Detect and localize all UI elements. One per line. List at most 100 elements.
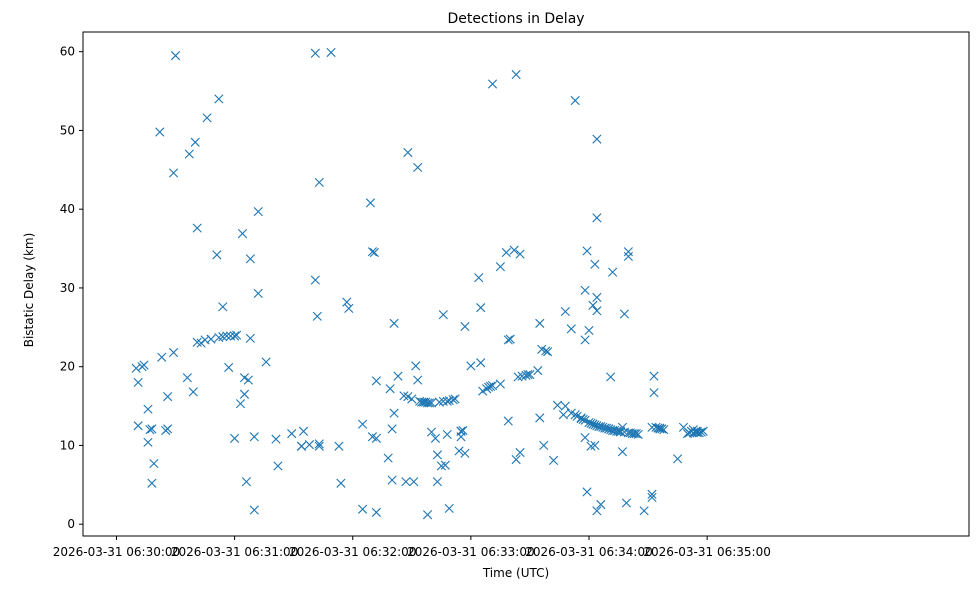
data-point-marker <box>541 346 551 356</box>
data-point-marker <box>432 477 442 487</box>
data-point-marker <box>515 447 525 458</box>
plot-border <box>82 31 970 537</box>
data-point-marker <box>371 433 381 443</box>
data-point-marker <box>241 477 252 487</box>
data-point-marker <box>434 397 444 407</box>
data-point-marker <box>413 162 423 173</box>
data-point-marker <box>190 137 200 147</box>
data-point-marker <box>558 410 568 420</box>
data-point-marker <box>649 371 659 381</box>
data-point-marker <box>442 429 452 440</box>
data-point-marker <box>511 455 521 465</box>
data-point-marker <box>621 498 632 508</box>
data-point-marker <box>145 425 155 435</box>
data-point-marker <box>560 401 570 411</box>
data-point-marker <box>426 398 437 408</box>
data-point-marker <box>495 379 505 389</box>
data-point-marker <box>239 389 250 399</box>
data-point-marker <box>170 51 181 61</box>
data-point-marker <box>653 423 663 433</box>
data-point-marker <box>218 302 228 312</box>
data-point-marker <box>505 334 515 344</box>
data-point-marker <box>515 249 525 259</box>
data-point-marker <box>633 429 643 440</box>
data-point-marker <box>600 423 610 433</box>
data-point-marker <box>411 361 421 371</box>
y-tick-label: 50 <box>60 123 75 137</box>
data-point-marker <box>487 79 498 89</box>
data-point-marker <box>409 477 419 487</box>
data-point-marker <box>543 347 553 357</box>
data-point-marker <box>458 425 468 436</box>
data-point-marker <box>590 440 600 451</box>
data-point-marker <box>619 309 630 319</box>
data-point-marker <box>273 461 283 471</box>
data-point-marker <box>578 414 588 425</box>
data-point-marker <box>133 377 143 388</box>
data-point-marker <box>357 504 368 514</box>
data-point-marker <box>440 460 450 470</box>
data-point-marker <box>312 311 322 321</box>
data-point-marker <box>314 177 324 188</box>
data-point-marker <box>407 394 417 404</box>
data-point-marker <box>296 441 307 451</box>
x-tick-label: 2026-03-31 06:32:00 <box>289 545 416 559</box>
data-point-marker <box>485 381 496 391</box>
x-tick-label: 2026-03-31 06:34:00 <box>525 545 652 559</box>
data-point-marker <box>426 427 437 437</box>
data-point-marker <box>580 285 590 295</box>
data-point-marker <box>606 425 616 435</box>
plot-frame <box>82 31 970 537</box>
data-point-marker <box>533 366 543 376</box>
data-point-marker <box>168 347 179 358</box>
data-point-marker <box>163 392 173 402</box>
data-point-marker <box>590 259 600 269</box>
y-tick-label: 40 <box>60 202 75 216</box>
data-point-marker <box>147 424 157 434</box>
y-axis-label: Bistatic Delay (km) <box>22 233 36 348</box>
data-point-marker <box>131 363 141 373</box>
data-point-marker <box>606 372 616 382</box>
data-point-marker <box>444 395 454 406</box>
data-point-marker <box>271 434 281 444</box>
data-point-marker <box>401 477 411 487</box>
data-point-marker <box>310 48 320 58</box>
data-point-marker <box>261 357 271 367</box>
data-point-marker <box>617 447 628 457</box>
data-point-marker <box>310 275 320 285</box>
data-point-marker <box>334 441 344 451</box>
data-point-marker <box>432 450 442 460</box>
data-point-marker <box>387 424 397 434</box>
data-point-marker <box>503 416 513 426</box>
data-point-marker <box>298 426 309 436</box>
data-point-marker <box>592 134 602 144</box>
data-point-marker <box>454 446 464 456</box>
x-tick-label: 2026-03-31 06:35:00 <box>643 545 770 559</box>
data-point-marker <box>371 507 381 517</box>
data-point-marker <box>230 433 240 443</box>
data-point-marker <box>647 489 657 499</box>
data-point-marker <box>230 331 240 341</box>
x-tick-label: 2026-03-31 06:33:00 <box>407 545 534 559</box>
data-point-marker <box>222 331 232 341</box>
data-point-marker <box>188 387 198 397</box>
chart-title: Detections in Delay <box>447 11 584 27</box>
data-point-marker <box>413 375 423 385</box>
data-point-marker <box>231 330 242 340</box>
data-point-marker <box>698 426 708 436</box>
data-point-marker <box>389 408 399 418</box>
data-point-marker <box>383 453 393 463</box>
data-point-marker <box>344 303 354 314</box>
data-point-marker <box>369 247 379 258</box>
data-point-marker <box>147 478 157 488</box>
data-point-marker <box>438 310 448 320</box>
data-point-marker <box>592 421 602 431</box>
x-tick-label: 2026-03-31 06:30:00 <box>53 545 180 559</box>
data-point-marker <box>336 478 346 488</box>
data-point-marker <box>143 437 153 447</box>
data-point-marker <box>326 47 336 58</box>
data-point-marker <box>594 421 604 432</box>
data-point-marker <box>149 458 159 469</box>
data-point-marker <box>588 300 598 310</box>
